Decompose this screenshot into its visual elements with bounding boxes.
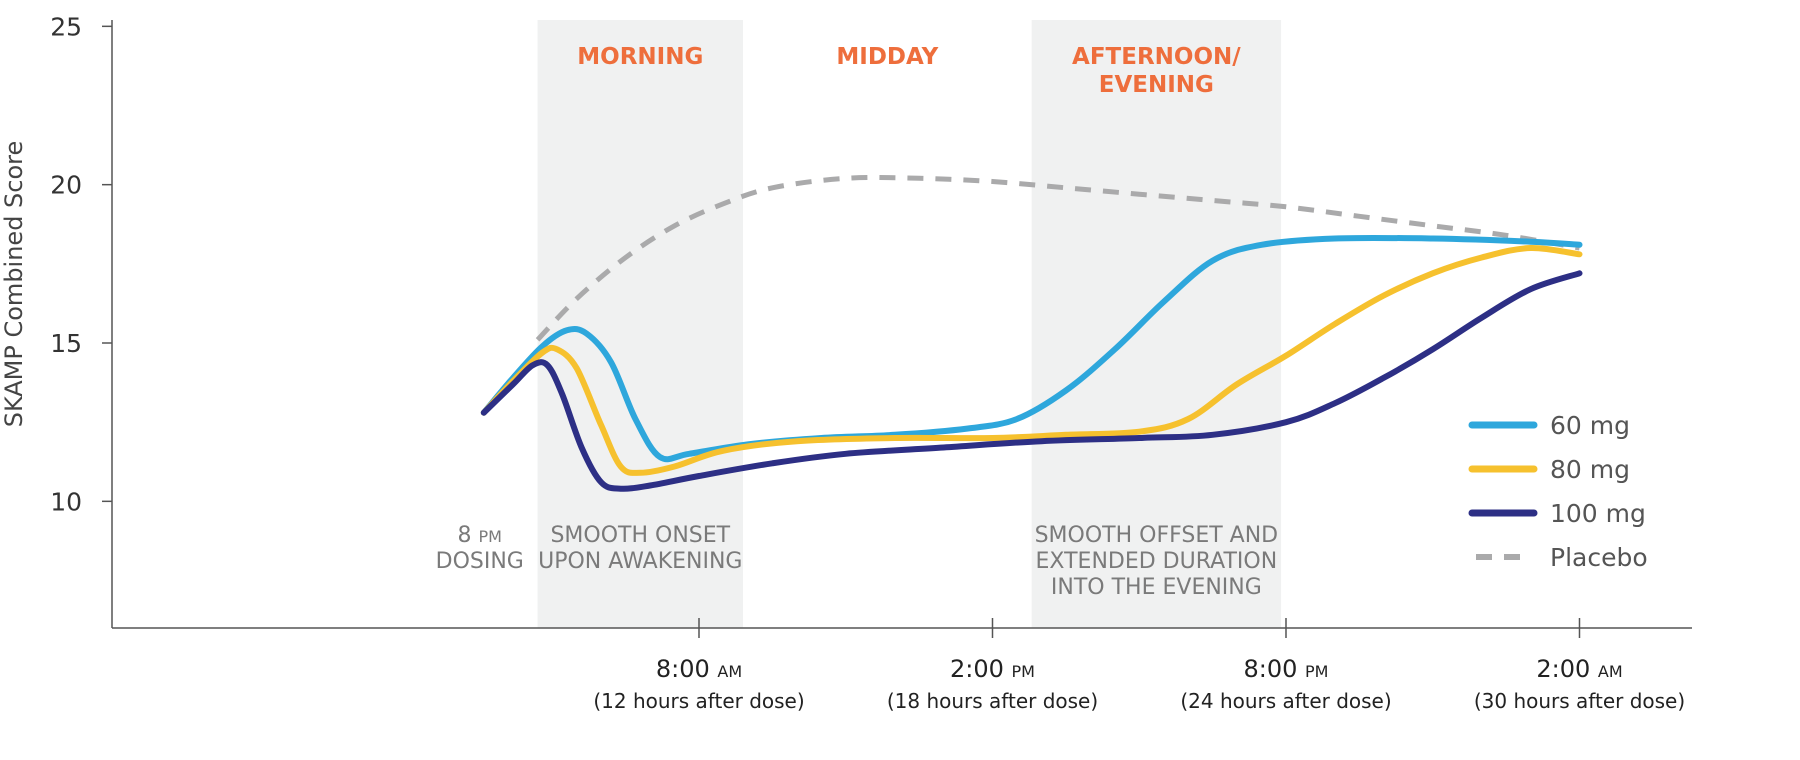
legend-label-80-mg: 80 mg	[1550, 455, 1630, 484]
region-title-2-0: AFTERNOON/	[1072, 44, 1241, 70]
x-tick-sublabel: (12 hours after dose)	[593, 689, 804, 713]
x-tick-label: 8:00 PM	[1244, 655, 1329, 683]
axes: 10 15 20 25 SKAMP Combined Score 8:00 AM (12 h…	[0, 12, 1692, 713]
region-shade-0	[537, 20, 744, 628]
time-region-shading	[537, 20, 1282, 628]
region-note-2-2: INTO THE EVENING	[1051, 575, 1262, 600]
y-tick-label: 25	[50, 12, 82, 41]
region-note-2-1: EXTENDED DURATION	[1036, 549, 1278, 574]
series-line-100-mg	[480, 270, 1583, 492]
y-tick-label: 10	[50, 487, 82, 516]
series-lines	[480, 174, 1583, 492]
region-note-2-0: SMOOTH OFFSET AND	[1035, 523, 1279, 548]
x-tick-sublabel: (24 hours after dose)	[1180, 689, 1391, 713]
legend-label-60-mg: 60 mg	[1550, 411, 1630, 440]
x-tick-sublabel: (30 hours after dose)	[1474, 689, 1685, 713]
region-note-0-1: UPON AWAKENING	[538, 549, 742, 574]
dosing-time: 8 PM	[458, 523, 502, 548]
series-line-60-mg	[480, 234, 1583, 463]
x-tick-label: 2:00 PM	[950, 655, 1035, 683]
legend-label-placebo: Placebo	[1550, 543, 1648, 572]
y-axis-label: SKAMP Combined Score	[0, 141, 28, 428]
region-title-2-1: EVENING	[1099, 72, 1214, 98]
y-tick-label: 15	[50, 329, 82, 358]
x-tick-label: 2:00 AM	[1536, 655, 1622, 683]
series-line-80-mg	[480, 244, 1583, 476]
region-shade-2	[1031, 20, 1282, 628]
y-tick-label: 20	[50, 171, 82, 200]
region-title-1-0: MIDDAY	[836, 44, 938, 70]
series-line-placebo	[535, 174, 1580, 342]
region-note-0-0: SMOOTH ONSET	[550, 523, 730, 548]
dosing-label: DOSING	[436, 549, 524, 574]
x-tick-label: 8:00 AM	[656, 655, 742, 683]
region-title-0-0: MORNING	[577, 44, 703, 70]
legend-label-100-mg: 100 mg	[1550, 499, 1646, 528]
x-tick-sublabel: (18 hours after dose)	[887, 689, 1098, 713]
legend: 60 mg 80 mg 100 mg Placebo	[1468, 411, 1648, 572]
